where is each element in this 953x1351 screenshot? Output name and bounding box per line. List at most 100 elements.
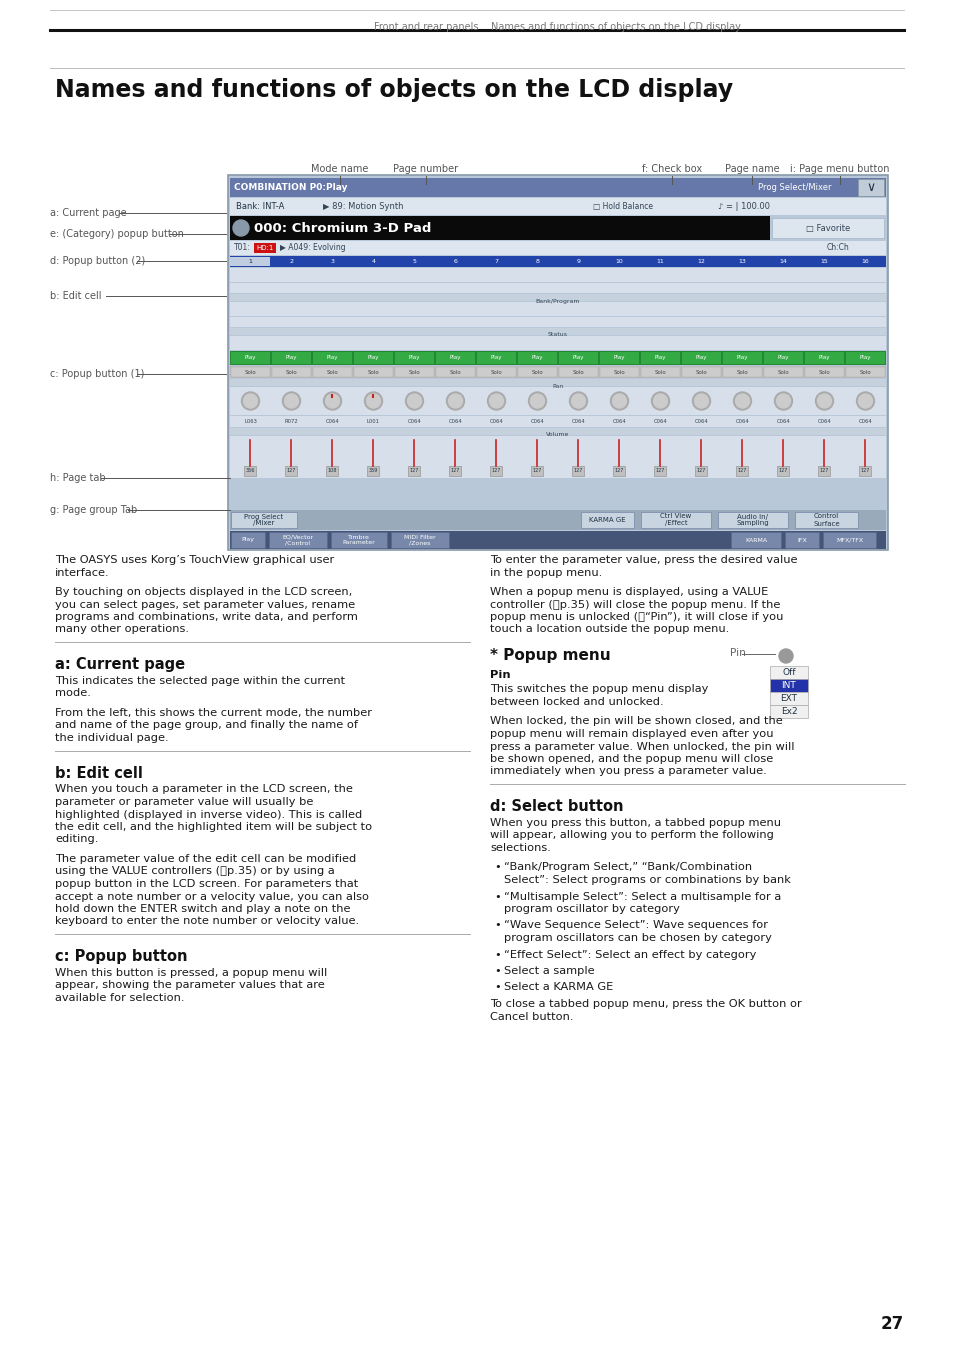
- Bar: [326, 466, 338, 476]
- Bar: [718, 512, 787, 528]
- Text: will appear, allowing you to perform the following: will appear, allowing you to perform the…: [490, 831, 773, 840]
- Text: □ Favorite: □ Favorite: [805, 223, 849, 232]
- Bar: [230, 436, 885, 478]
- Text: e: (Category) popup button: e: (Category) popup button: [50, 230, 184, 239]
- Bar: [230, 366, 885, 378]
- Text: appear, showing the parameter values that are: appear, showing the parameter values tha…: [55, 981, 324, 990]
- Text: L001: L001: [367, 419, 379, 424]
- Bar: [231, 257, 271, 266]
- Circle shape: [284, 394, 298, 408]
- Text: Play: Play: [490, 355, 501, 361]
- Text: accept a note number or a velocity value, you can also: accept a note number or a velocity value…: [55, 892, 369, 901]
- Bar: [859, 466, 871, 476]
- Text: Solo: Solo: [818, 370, 829, 374]
- Text: 15: 15: [820, 259, 827, 263]
- Text: a: Current page: a: Current page: [50, 208, 127, 218]
- Bar: [230, 178, 885, 197]
- Circle shape: [735, 394, 749, 408]
- Bar: [722, 367, 761, 377]
- Text: * Popup menu: * Popup menu: [490, 648, 610, 663]
- Text: 127: 127: [533, 469, 541, 473]
- Circle shape: [651, 392, 669, 409]
- Bar: [517, 353, 557, 363]
- Text: Cancel button.: Cancel button.: [490, 1012, 573, 1021]
- Text: Play: Play: [859, 355, 870, 361]
- Circle shape: [323, 392, 341, 409]
- Bar: [857, 178, 883, 196]
- Text: C064: C064: [858, 419, 871, 424]
- Text: Play: Play: [695, 355, 706, 361]
- Text: Page number: Page number: [393, 163, 458, 174]
- Text: 359: 359: [369, 469, 377, 473]
- Text: 1: 1: [249, 259, 253, 263]
- Bar: [230, 531, 885, 549]
- Text: selections.: selections.: [490, 843, 550, 852]
- Text: The OASYS uses Korg’s TouchView graphical user: The OASYS uses Korg’s TouchView graphica…: [55, 555, 334, 565]
- Text: EQ/Vector
/Control: EQ/Vector /Control: [282, 535, 314, 546]
- Text: IFX: IFX: [797, 538, 806, 543]
- Bar: [313, 367, 352, 377]
- Text: ∨: ∨: [865, 181, 875, 195]
- Text: •: •: [494, 862, 500, 873]
- Bar: [391, 532, 449, 549]
- Bar: [804, 367, 843, 377]
- Text: Select a sample: Select a sample: [503, 966, 594, 975]
- Text: •: •: [494, 920, 500, 931]
- Circle shape: [282, 392, 300, 409]
- Bar: [580, 512, 634, 528]
- Bar: [272, 367, 311, 377]
- Text: h: Page tab: h: Page tab: [50, 473, 106, 484]
- Bar: [771, 218, 883, 238]
- Text: 10: 10: [615, 259, 622, 263]
- Bar: [354, 367, 393, 377]
- Text: Solo: Solo: [613, 370, 625, 374]
- Text: popup menu is unlocked (⸗“Pin”), it will close if you: popup menu is unlocked (⸗“Pin”), it will…: [490, 612, 782, 621]
- Circle shape: [530, 394, 544, 408]
- Text: This indicates the selected page within the current: This indicates the selected page within …: [55, 676, 345, 686]
- Bar: [804, 353, 843, 363]
- Text: the edit cell, and the highlighted item will be subject to: the edit cell, and the highlighted item …: [55, 821, 372, 832]
- Text: R072: R072: [284, 419, 298, 424]
- Text: C064: C064: [448, 419, 462, 424]
- Circle shape: [858, 394, 872, 408]
- Text: Solo: Solo: [531, 370, 543, 374]
- Text: Front and rear panels    Names and functions of objects on the LCD display: Front and rear panels Names and function…: [374, 22, 740, 32]
- Text: Bank/Program: Bank/Program: [536, 299, 579, 304]
- Text: Select a KARMA GE: Select a KARMA GE: [503, 982, 613, 993]
- Text: Mode name: Mode name: [311, 163, 368, 174]
- Text: i: Page menu button: i: Page menu button: [789, 163, 889, 174]
- Bar: [736, 466, 748, 476]
- Bar: [408, 466, 420, 476]
- Bar: [231, 532, 265, 549]
- Text: •: •: [494, 982, 500, 993]
- Bar: [436, 353, 475, 363]
- Text: ♪ = | 100.00: ♪ = | 100.00: [718, 203, 769, 211]
- Text: g: Page group Tab: g: Page group Tab: [50, 505, 137, 515]
- Text: 13: 13: [738, 259, 745, 263]
- Bar: [640, 512, 710, 528]
- Text: “Bank/Program Select,” “Bank/Combination: “Bank/Program Select,” “Bank/Combination: [503, 862, 751, 873]
- Bar: [695, 466, 707, 476]
- Text: Pan: Pan: [552, 384, 563, 389]
- Bar: [231, 353, 270, 363]
- Text: C064: C064: [694, 419, 708, 424]
- Bar: [230, 282, 885, 293]
- Text: touch a location outside the popup menu.: touch a location outside the popup menu.: [490, 624, 728, 635]
- Bar: [599, 367, 639, 377]
- Bar: [784, 532, 818, 549]
- Text: 5: 5: [412, 259, 416, 263]
- Text: Solo: Solo: [572, 370, 584, 374]
- Bar: [822, 532, 875, 549]
- Circle shape: [366, 394, 380, 408]
- Text: Off: Off: [781, 667, 795, 677]
- Text: This switches the popup menu display: This switches the popup menu display: [490, 685, 708, 694]
- Text: Solo: Solo: [367, 370, 379, 374]
- Text: 127: 127: [778, 469, 787, 473]
- Text: controller (⸗p.35) will close the popup menu. If the: controller (⸗p.35) will close the popup …: [490, 600, 780, 609]
- Bar: [253, 243, 275, 253]
- Text: Play: Play: [736, 355, 747, 361]
- Bar: [230, 351, 885, 365]
- Text: C064: C064: [612, 419, 626, 424]
- Circle shape: [779, 648, 792, 663]
- Text: Timbre
Parameter: Timbre Parameter: [342, 535, 375, 546]
